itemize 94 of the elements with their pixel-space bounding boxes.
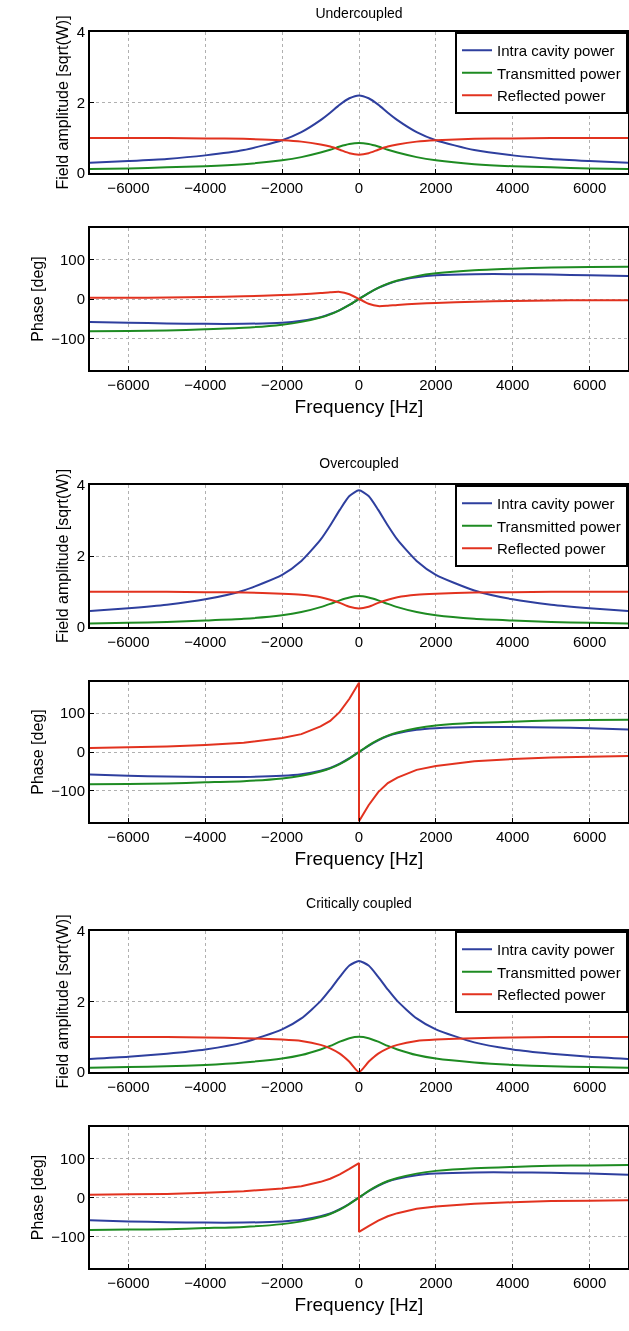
y-axis-title: Field amplitude [sqrt(W)] — [54, 468, 72, 644]
y-tick-label: 4 — [76, 476, 85, 494]
chart-title: Undercoupled — [315, 4, 403, 21]
y-tick-label: 0 — [76, 290, 85, 308]
y-tick-label: 100 — [59, 704, 85, 722]
x-tick-label: 2000 — [419, 633, 453, 650]
x-tick-label: −6000 — [107, 376, 150, 393]
line-series — [90, 959, 628, 1060]
x-tick-label: −4000 — [184, 633, 227, 650]
x-tick-label: 4000 — [496, 1078, 530, 1095]
x-axis-title: Frequency [Hz] — [294, 396, 424, 418]
line-series — [90, 595, 628, 625]
x-axis-title: Frequency [Hz] — [294, 848, 424, 870]
x-tick-label: 4000 — [496, 376, 530, 393]
chart-title: Critically coupled — [306, 894, 412, 911]
legend-label: Reflected power — [497, 986, 606, 1004]
line-series — [90, 273, 628, 325]
x-tick-label: 2000 — [419, 1274, 453, 1291]
legend-label: Transmitted power — [497, 64, 621, 82]
x-tick-label: −2000 — [261, 633, 304, 650]
line-series — [90, 142, 628, 171]
x-tick-label: −4000 — [184, 1274, 227, 1291]
legend-label: Transmitted power — [497, 963, 621, 981]
x-tick-label: 4000 — [496, 633, 530, 650]
x-tick-label: 6000 — [572, 828, 607, 845]
y-tick-label: 100 — [59, 1149, 85, 1167]
chart-title: Overcoupled — [319, 454, 399, 471]
y-axis-title: Phase [deg] — [28, 709, 46, 795]
x-tick-label: −4000 — [184, 179, 227, 196]
line-series — [90, 1171, 628, 1224]
y-tick-label: 100 — [59, 250, 85, 268]
line-series — [90, 718, 628, 786]
x-tick-label: −4000 — [184, 1078, 227, 1095]
x-tick-label: 2000 — [419, 376, 453, 393]
line-series — [90, 726, 628, 778]
y-tick-label: 0 — [76, 743, 85, 761]
y-axis-title: Field amplitude [sqrt(W)] — [54, 914, 72, 1089]
x-tick-label: −2000 — [261, 1274, 304, 1291]
x-tick-label: −6000 — [107, 633, 150, 650]
x-tick-label: 6000 — [572, 633, 607, 650]
x-tick-label: 4000 — [496, 179, 530, 196]
legend-label: Reflected power — [497, 87, 606, 105]
line-series — [90, 290, 628, 308]
x-tick-label: −2000 — [261, 1078, 304, 1095]
x-tick-label: −6000 — [107, 828, 150, 845]
x-tick-label: 0 — [354, 376, 364, 393]
x-tick-label: 0 — [354, 633, 364, 650]
legend-label: Intra cavity power — [497, 495, 615, 513]
line-series — [90, 590, 628, 610]
legend-label: Intra cavity power — [497, 42, 615, 60]
line-series — [90, 489, 628, 613]
legend-label: Intra cavity power — [497, 941, 615, 959]
y-tick-label: 0 — [76, 618, 85, 636]
y-tick-label: −100 — [51, 1227, 85, 1245]
x-tick-label: 2000 — [419, 1078, 453, 1095]
x-tick-label: 4000 — [496, 828, 530, 845]
y-tick-label: −100 — [51, 329, 85, 347]
x-tick-label: 0 — [354, 1274, 364, 1291]
x-tick-label: 0 — [354, 1078, 364, 1095]
y-tick-label: 0 — [76, 1188, 85, 1206]
y-tick-label: 2 — [76, 992, 85, 1010]
x-tick-label: 6000 — [572, 1078, 607, 1095]
y-axis-title: Phase [deg] — [28, 1154, 46, 1241]
y-tick-label: 2 — [76, 547, 85, 565]
x-tick-label: 4000 — [496, 1274, 530, 1291]
x-tick-label: −6000 — [107, 179, 150, 196]
x-tick-label: 0 — [354, 828, 364, 845]
y-tick-label: −100 — [51, 782, 85, 800]
x-axis-title: Frequency [Hz] — [294, 1294, 424, 1316]
x-tick-label: −6000 — [107, 1274, 150, 1291]
x-tick-label: 6000 — [572, 1274, 607, 1291]
legend-label: Reflected power — [497, 540, 606, 558]
x-tick-label: −4000 — [184, 828, 227, 845]
legend-label: Transmitted power — [497, 517, 621, 535]
x-tick-label: 0 — [354, 179, 364, 196]
y-tick-label: 0 — [76, 164, 85, 182]
x-tick-label: −4000 — [184, 376, 227, 393]
x-tick-label: −2000 — [261, 828, 304, 845]
y-tick-label: 4 — [76, 922, 85, 940]
y-axis-title: Field amplitude [sqrt(W)] — [54, 15, 72, 190]
line-series — [90, 682, 628, 822]
y-tick-label: 0 — [76, 1063, 85, 1081]
x-tick-label: 6000 — [572, 376, 607, 393]
line-series — [90, 137, 628, 156]
x-tick-label: −2000 — [261, 376, 304, 393]
x-tick-label: 6000 — [572, 179, 607, 196]
x-tick-label: −2000 — [261, 179, 304, 196]
x-tick-label: 2000 — [419, 828, 453, 845]
x-tick-label: −6000 — [107, 1078, 150, 1095]
y-tick-label: 4 — [76, 23, 85, 41]
y-tick-label: 2 — [76, 93, 85, 111]
y-axis-title: Phase [deg] — [28, 256, 46, 342]
line-series — [90, 265, 628, 333]
x-tick-label: 2000 — [419, 179, 453, 196]
